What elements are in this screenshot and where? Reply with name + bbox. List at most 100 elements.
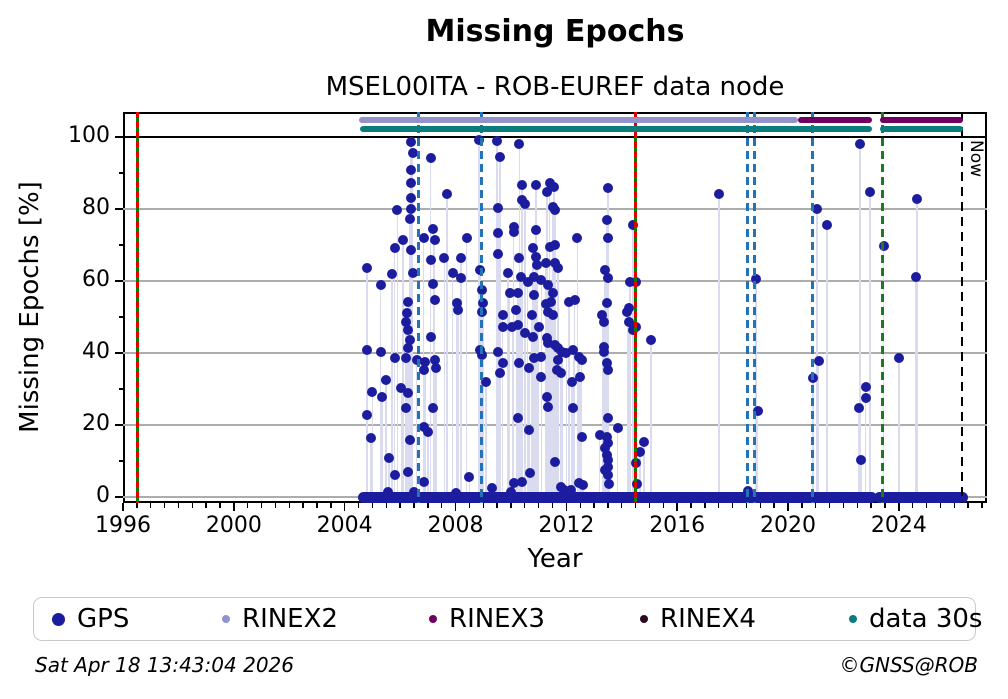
x-minor-tick xyxy=(607,503,609,508)
x-tick xyxy=(565,503,568,511)
gps-point xyxy=(821,219,832,230)
point-stem xyxy=(432,408,435,497)
y-tick-label: 20 xyxy=(82,411,110,436)
point-stem xyxy=(605,363,608,497)
gps-point xyxy=(911,193,922,204)
x-minor-tick xyxy=(510,503,512,508)
point-stem xyxy=(391,274,393,497)
legend-item-rinex2: RINEX2 xyxy=(222,598,338,640)
rinex4-marker-icon xyxy=(640,615,648,623)
gps-point xyxy=(856,454,867,465)
data30s-bar xyxy=(880,126,963,132)
gps-point xyxy=(634,447,645,457)
point-stem xyxy=(603,351,605,497)
point-stem xyxy=(411,273,414,497)
gps-point xyxy=(561,348,572,358)
gps-point xyxy=(565,484,576,495)
point-stem xyxy=(817,360,820,497)
gps-point xyxy=(623,317,634,328)
point-stem xyxy=(557,359,559,497)
point-stem xyxy=(571,382,573,497)
gps-point xyxy=(367,386,378,397)
gps-point xyxy=(623,303,634,313)
gps-point xyxy=(550,205,561,216)
y-tick xyxy=(115,280,123,282)
gps-point xyxy=(508,222,519,232)
gps-point xyxy=(523,363,534,374)
gps-point xyxy=(529,272,540,283)
gps-point xyxy=(429,354,440,365)
x-axis-title: Year xyxy=(527,544,583,574)
point-stem xyxy=(598,435,601,497)
gps-point xyxy=(541,391,552,402)
x-minor-tick xyxy=(177,503,180,508)
gps-point xyxy=(375,346,386,357)
gps-point xyxy=(493,228,504,239)
point-stem xyxy=(582,485,584,497)
x-tick-label: 2000 xyxy=(205,513,262,538)
gps-point xyxy=(530,224,541,235)
gps-point xyxy=(366,432,376,443)
gps-point xyxy=(536,372,547,383)
x-minor-tick xyxy=(150,503,152,508)
gps-point xyxy=(425,332,436,343)
point-stem xyxy=(632,329,634,497)
legend-item-gps: GPS xyxy=(52,598,129,640)
point-stem xyxy=(366,414,368,497)
legend-label: RINEX2 xyxy=(242,604,338,634)
gps-point xyxy=(447,268,458,279)
x-minor-tick xyxy=(579,503,581,508)
point-stem xyxy=(898,358,900,497)
point-stem xyxy=(526,282,529,497)
point-stem xyxy=(529,472,532,497)
gps-point xyxy=(361,409,372,420)
gps-point xyxy=(389,470,400,481)
point-stem xyxy=(816,209,818,497)
gps-point xyxy=(602,438,613,448)
point-stem xyxy=(402,239,404,497)
x-minor-tick xyxy=(759,503,762,508)
gps-point xyxy=(461,233,472,244)
gps-point xyxy=(528,242,539,253)
point-stem xyxy=(530,314,533,497)
gps-point xyxy=(577,480,588,491)
x-minor-tick xyxy=(648,503,651,508)
gps-point xyxy=(478,297,489,308)
gps-point xyxy=(403,324,414,335)
gps-point xyxy=(375,279,386,290)
gps-point xyxy=(853,403,864,414)
point-stem xyxy=(381,396,383,497)
x-minor-tick xyxy=(593,503,595,508)
gps-point xyxy=(456,273,467,284)
gps-point xyxy=(602,273,613,284)
gps-point xyxy=(597,309,608,320)
x-minor-tick xyxy=(884,503,886,508)
gps-point xyxy=(481,377,491,388)
gps-point xyxy=(406,204,417,214)
x-minor-tick xyxy=(205,503,207,508)
gps-point xyxy=(404,435,415,446)
gps-point xyxy=(406,245,417,256)
gps-point xyxy=(504,287,515,298)
x-tick xyxy=(454,503,457,511)
legend-item-data30s: data 30s xyxy=(849,598,982,640)
gps-point xyxy=(568,345,579,356)
gps-point xyxy=(397,234,408,245)
gps-point xyxy=(855,139,866,150)
gps-point xyxy=(512,287,523,298)
gps-point xyxy=(523,425,534,436)
gps-point xyxy=(511,305,522,316)
now-annotation: Now xyxy=(966,140,986,178)
x-minor-tick xyxy=(357,503,360,508)
gps-point xyxy=(474,134,485,145)
y-tick-label: 40 xyxy=(82,339,110,364)
point-stem xyxy=(916,198,918,497)
gps-point xyxy=(893,353,904,364)
point-stem xyxy=(517,418,519,497)
x-tick-label: 1996 xyxy=(95,513,151,538)
gps-point xyxy=(569,295,580,306)
point-stem xyxy=(576,238,579,497)
legend-label: data 30s xyxy=(869,604,983,634)
x-tick xyxy=(676,503,678,511)
gps-point xyxy=(860,393,871,403)
